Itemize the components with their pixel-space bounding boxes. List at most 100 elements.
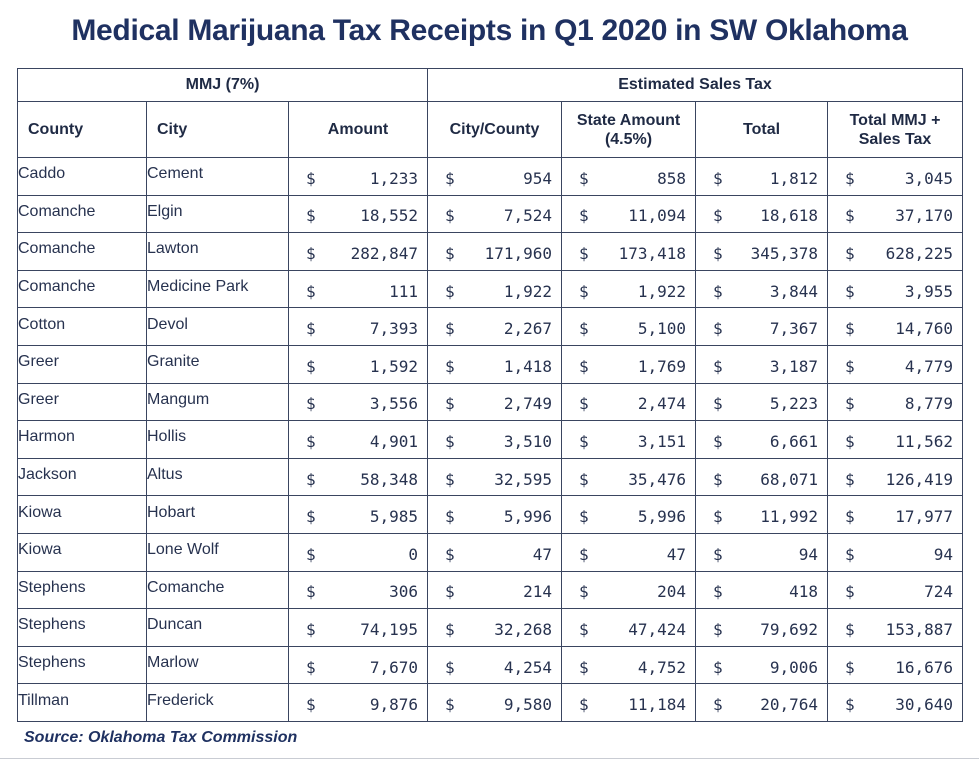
cell-value: 2,749 xyxy=(503,394,553,414)
tax-receipts-table: MMJ (7%) Estimated Sales Tax County City… xyxy=(16,68,964,722)
cell-value: 74,195 xyxy=(360,619,419,639)
currency-symbol: $ xyxy=(579,394,589,414)
cell-amount: $18,552 xyxy=(287,194,429,234)
cell-value: 173,418 xyxy=(618,243,687,263)
cell-value: 37,170 xyxy=(895,206,954,226)
cell-county: Caddo xyxy=(17,155,147,194)
currency-symbol: $ xyxy=(713,394,723,414)
cell-city: Frederick xyxy=(146,681,289,720)
column-header-total-mmj: Total MMJ + Sales Tax xyxy=(827,101,964,158)
cell-value: 8,779 xyxy=(904,394,954,414)
cell-state-amount: $11,184 xyxy=(561,683,697,722)
currency-symbol: $ xyxy=(306,168,316,188)
cell-state-amount: $2,474 xyxy=(561,382,697,422)
cell-value: 126,419 xyxy=(885,469,954,489)
column-header-city: City xyxy=(146,101,289,158)
cell-total-mmj: $724 xyxy=(827,570,964,610)
cell-value: 35,476 xyxy=(628,469,687,489)
cell-value: 204 xyxy=(657,582,687,602)
cell-value: 17,977 xyxy=(895,507,954,527)
currency-symbol: $ xyxy=(845,582,855,602)
cell-amount: $5,985 xyxy=(287,495,429,534)
source-note: Source: Oklahoma Tax Commission xyxy=(24,729,298,746)
cell-county: Stephens xyxy=(17,606,147,645)
cell-value: 4,752 xyxy=(637,657,687,677)
cell-city: Altus xyxy=(146,455,289,495)
cell-city-county: $1,418 xyxy=(427,344,563,384)
cell-value: 2,474 xyxy=(637,394,687,414)
cell-county: Comanche xyxy=(17,230,147,269)
cell-amount: $9,876 xyxy=(287,683,429,722)
cell-amount: $3,556 xyxy=(287,382,429,422)
cell-county: Greer xyxy=(17,342,147,382)
cell-value: 5,985 xyxy=(369,507,419,527)
cell-total: $18,618 xyxy=(695,194,829,234)
table-body: Caddo Cement $1,233 $954 $858 $1,812 $3,045 Com… xyxy=(17,155,964,722)
cell-value: 20,764 xyxy=(760,695,819,715)
cell-value: 3,556 xyxy=(369,394,419,414)
table-row: Greer Granite $1,592 $1,418 $1,769 $3,187 $4,7… xyxy=(17,342,964,384)
cell-state-amount: $858 xyxy=(561,157,697,196)
currency-symbol: $ xyxy=(445,544,455,564)
currency-symbol: $ xyxy=(845,544,855,564)
cell-city: Granite xyxy=(146,342,289,382)
cell-county: Stephens xyxy=(17,568,147,608)
currency-symbol: $ xyxy=(713,469,723,489)
column-header-total-mmj-line1: Total MMJ + xyxy=(849,111,941,129)
cell-value: 2,267 xyxy=(503,319,553,339)
cell-total-mmj: $11,562 xyxy=(827,420,964,459)
cell-city-county: $214 xyxy=(427,570,563,610)
currency-symbol: $ xyxy=(713,657,723,677)
cell-state-amount: $4,752 xyxy=(561,645,697,685)
cell-value: 3,510 xyxy=(503,431,553,451)
cell-total: $6,661 xyxy=(695,420,829,459)
currency-symbol: $ xyxy=(306,431,316,451)
currency-symbol: $ xyxy=(445,281,455,301)
cell-city-county: $5,996 xyxy=(427,495,563,534)
currency-symbol: $ xyxy=(845,431,855,451)
cell-total: $79,692 xyxy=(695,608,829,647)
currency-symbol: $ xyxy=(445,243,455,263)
currency-symbol: $ xyxy=(713,619,723,639)
cell-total-mmj: $4,779 xyxy=(827,344,964,384)
cell-state-amount: $3,151 xyxy=(561,420,697,459)
currency-symbol: $ xyxy=(445,582,455,602)
cell-value: 1,812 xyxy=(769,168,819,188)
table-row: Harmon Hollis $4,901 $3,510 $3,151 $6,661 $11,… xyxy=(17,418,964,459)
cell-state-amount: $11,094 xyxy=(561,194,697,234)
currency-symbol: $ xyxy=(579,619,589,639)
cell-city: Mangum xyxy=(146,380,289,420)
cell-value: 58,348 xyxy=(360,469,419,489)
cell-city: Elgin xyxy=(146,192,289,232)
column-header-city-county: City/County xyxy=(427,101,563,158)
currency-symbol: $ xyxy=(579,657,589,677)
cell-value: 3,187 xyxy=(769,356,819,376)
cell-value: 32,268 xyxy=(494,619,553,639)
currency-symbol: $ xyxy=(306,206,316,226)
cell-value: 111 xyxy=(389,281,419,301)
cell-amount: $4,901 xyxy=(287,420,429,459)
cell-city-county: $4,254 xyxy=(427,645,563,685)
cell-state-amount: $47 xyxy=(561,532,697,572)
cell-value: 5,996 xyxy=(503,507,553,527)
currency-symbol: $ xyxy=(579,431,589,451)
cell-value: 6,661 xyxy=(769,431,819,451)
table-row: Greer Mangum $3,556 $2,749 $2,474 $5,223 $8,77… xyxy=(17,380,964,422)
table-row: Cotton Devol $7,393 $2,267 $5,100 $7,367 $14,7… xyxy=(17,305,964,346)
currency-symbol: $ xyxy=(845,469,855,489)
cell-value: 68,071 xyxy=(760,469,819,489)
cell-amount: $74,195 xyxy=(287,608,429,647)
cell-value: 11,184 xyxy=(628,695,687,715)
cell-county: Comanche xyxy=(17,267,147,307)
currency-symbol: $ xyxy=(306,619,316,639)
table-row: Stephens Marlow $7,670 $4,254 $4,752 $9,006 $1… xyxy=(17,643,964,685)
currency-symbol: $ xyxy=(306,695,316,715)
cell-city-county: $2,749 xyxy=(427,382,563,422)
cell-value: 1,922 xyxy=(503,281,553,301)
cell-total: $3,844 xyxy=(695,269,829,309)
cell-county: Kiowa xyxy=(17,530,147,570)
cell-city: Hollis xyxy=(146,418,289,457)
column-header-amount: Amount xyxy=(287,101,429,158)
cell-county: Harmon xyxy=(17,418,147,457)
currency-symbol: $ xyxy=(445,319,455,339)
